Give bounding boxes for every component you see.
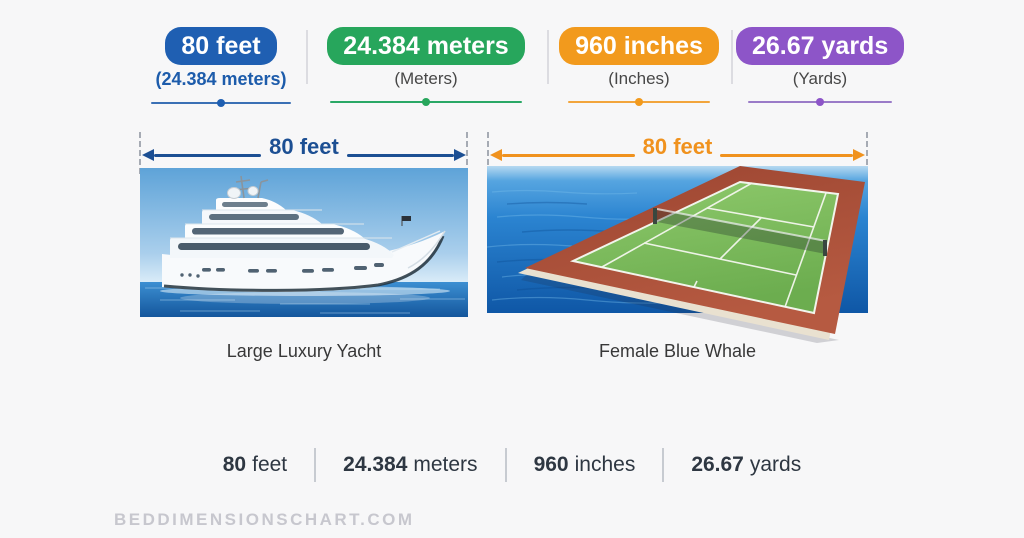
summary-unit: inches [574, 453, 636, 476]
caption-whale: Female Blue Whale [598, 341, 757, 361]
summary-unit: meters [413, 453, 478, 476]
unit-card-meters: 24.384 meters (Meters) [314, 27, 538, 106]
arrowhead-right-icon [853, 149, 865, 161]
arrowhead-left-icon [142, 149, 154, 161]
dash-marker [139, 132, 141, 174]
unit-subtitle: (24.384 meters) [155, 69, 287, 89]
summary-divider [314, 448, 317, 482]
summary-unit: feet [252, 453, 288, 476]
dash-marker [866, 132, 868, 174]
summary-number: 80 [222, 453, 247, 476]
arrow-line [502, 153, 635, 157]
arrow-label: 80 feet [642, 134, 713, 159]
dimension-arrow-whale: 80 feet [490, 134, 865, 168]
arrow-line [154, 153, 262, 157]
card-divider [306, 30, 308, 84]
unit-card-yards: 26.67 yards (Yards) [736, 27, 905, 106]
summary-item-inches: 960 inches [507, 453, 663, 477]
unit-card-inches: 960 inches (Inches) [556, 27, 722, 106]
unit-subtitle: (Inches) [608, 69, 670, 88]
unit-underline [556, 98, 722, 106]
underline-dot [816, 98, 824, 106]
underline-dot [635, 98, 643, 106]
dash-marker [466, 132, 468, 174]
summary-number: 24.384 [343, 453, 408, 476]
watermark: BEDDIMENSIONSCHART.COM [114, 510, 415, 529]
caption-yacht: Large Luxury Yacht [226, 341, 382, 361]
dimension-arrow-yacht: 80 feet [142, 134, 466, 168]
tennis-court-photo [487, 166, 868, 343]
unit-value-pill: 26.67 yards [736, 27, 905, 65]
luxury-yacht-photo [140, 168, 468, 317]
summary-number: 960 [533, 453, 569, 476]
unit-underline [736, 98, 904, 106]
arrow-line [346, 153, 454, 157]
unit-value-pill: 960 inches [559, 27, 719, 65]
arrowhead-right-icon [454, 149, 466, 161]
arrowhead-left-icon [490, 149, 502, 161]
arrow-line [720, 153, 853, 157]
summary-divider [504, 448, 507, 482]
summary-row: 80 feet 24.384 meters 960 inches 26.67 yards [0, 448, 1024, 482]
card-divider [547, 30, 549, 84]
underline-dot [422, 98, 430, 106]
dash-marker [487, 132, 489, 174]
unit-subtitle: (Yards) [792, 69, 848, 88]
unit-underline [140, 99, 302, 107]
summary-item-meters: 24.384 meters [316, 453, 504, 477]
arrow-label: 80 feet [269, 134, 339, 159]
summary-item-feet: 80 feet [196, 453, 314, 477]
unit-value-pill: 80 feet [165, 27, 277, 65]
summary-item-yards: 26.67 yards [664, 453, 828, 477]
underline-dot [217, 99, 225, 107]
summary-divider [662, 448, 665, 482]
unit-subtitle: (Meters) [394, 69, 458, 88]
card-divider [731, 30, 733, 84]
unit-underline [314, 98, 538, 106]
summary-unit: yards [749, 453, 802, 476]
unit-value-pill: 24.384 meters [327, 27, 525, 65]
unit-card-feet: 80 feet (24.384 meters) [140, 27, 302, 107]
summary-number: 26.67 [691, 453, 744, 476]
